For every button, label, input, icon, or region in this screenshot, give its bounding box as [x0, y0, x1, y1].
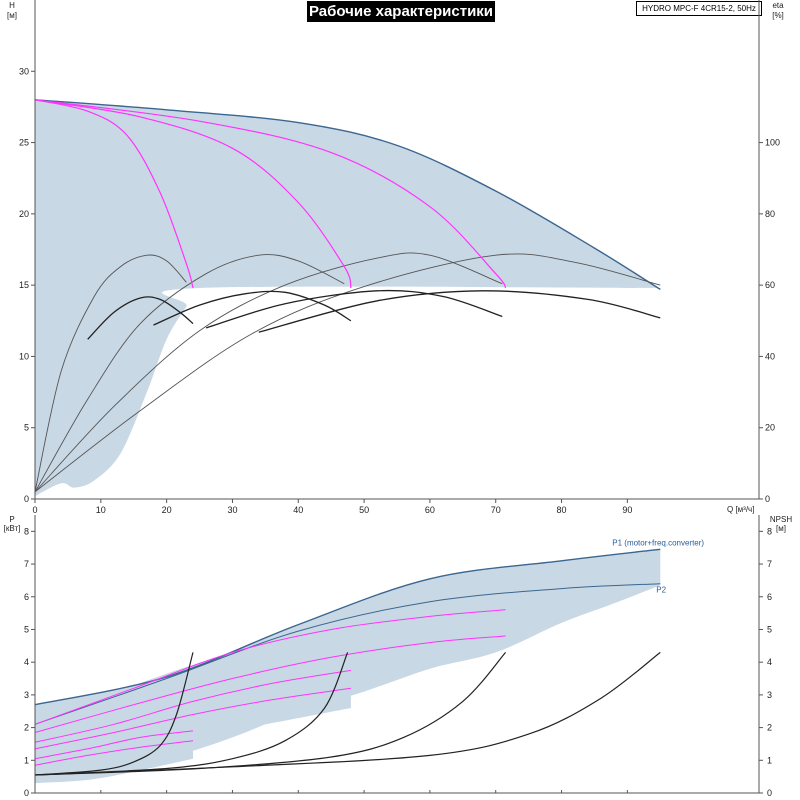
- power-axis-label: P: [9, 515, 14, 524]
- npsh-tick-label: 8: [767, 526, 772, 536]
- npsh-tick-label: 7: [767, 559, 772, 569]
- efficiency-curve-gray-4: [34, 253, 661, 493]
- power-tick-label: 4: [24, 657, 29, 667]
- pump-power-curve-3: [34, 669, 351, 743]
- pump-head-curve-1: [34, 99, 194, 289]
- pump-head-curve-3: [34, 99, 507, 289]
- pump-power-curve-4: [34, 687, 351, 750]
- pump-power-curve-5: [34, 730, 194, 760]
- flow-tick-label: 40: [293, 505, 303, 515]
- flow-tick-label: 60: [425, 505, 435, 515]
- power-axis-unit: [кВт]: [4, 524, 21, 533]
- pump-power-curve-6: [34, 740, 194, 766]
- npsh-tick-label: 4: [767, 657, 772, 667]
- flow-tick-label: 10: [96, 505, 106, 515]
- head-plot: 0 5 10 15 20 25 30 0 20 40 60 80 100 0 10 20 30 40 50 60 70 8…: [7, 0, 784, 515]
- efficiency-curve-dark-2: [153, 290, 352, 326]
- pump-power-curve-2: [34, 635, 506, 733]
- head-tick-label: 10: [19, 351, 29, 361]
- npsh-curve-1: [34, 652, 194, 776]
- efficiency-curve-dark-4: [258, 290, 661, 333]
- flow-tick-label: 0: [32, 505, 37, 515]
- power-tick-label: 8: [24, 526, 29, 536]
- power-series-2: [34, 583, 661, 725]
- efficiency-curve-gray-2: [34, 254, 345, 493]
- power-tick-label: 0: [24, 788, 29, 798]
- npsh-axis-unit: [м]: [776, 524, 786, 533]
- head-tick-label: 30: [19, 66, 29, 76]
- npsh-curve-4: [34, 651, 661, 776]
- npsh-tick-label: 5: [767, 624, 772, 634]
- eta-tick-label: 80: [765, 209, 775, 219]
- power-tick-label: 3: [24, 690, 29, 700]
- npsh-axis-label: NPSH: [770, 515, 792, 524]
- efficiency-curve-gray-3: [34, 252, 503, 493]
- power-tick-label: 2: [24, 723, 29, 733]
- power-tick-label: 6: [24, 592, 29, 602]
- chart-title: Рабочие характеристики: [307, 1, 495, 22]
- eta-tick-label: 20: [765, 423, 775, 433]
- head-tick-label: 5: [24, 423, 29, 433]
- power-tick-label: 1: [24, 755, 29, 765]
- power-band-area-1: [35, 604, 503, 744]
- head-axis-label: H: [9, 1, 15, 10]
- head-axis-unit: [м]: [7, 11, 17, 20]
- eta-axis-unit: [%]: [772, 11, 784, 20]
- npsh-tick-label: 3: [767, 690, 772, 700]
- power-series-1: [34, 548, 661, 706]
- head-tick-label: 0: [24, 494, 29, 504]
- flow-tick-label: 50: [359, 505, 369, 515]
- npsh-tick-label: 1: [767, 755, 772, 765]
- npsh-tick-label: 6: [767, 592, 772, 602]
- series-label-p2: P2: [656, 586, 666, 595]
- efficiency-curve-dark-3: [205, 289, 503, 329]
- flow-axis-label: Q [м³/ч]: [727, 505, 754, 514]
- flow-tick-label: 70: [491, 505, 501, 515]
- flow-tick-label: 30: [227, 505, 237, 515]
- eta-tick-label: 40: [765, 351, 775, 361]
- npsh-tick-label: 0: [767, 788, 772, 798]
- flow-tick-label: 80: [557, 505, 567, 515]
- series-label-p1: P1 (motor+freq.converter): [612, 538, 704, 547]
- head-envelope-area: [35, 99, 661, 497]
- eta-axis-label: eta: [772, 1, 784, 10]
- efficiency-curve-gray-1: [34, 254, 187, 492]
- pump-power-curve-1: [34, 609, 506, 725]
- flow-tick-label: 90: [622, 505, 632, 515]
- eta-tick-label: 60: [765, 280, 775, 290]
- power-tick-label: 7: [24, 559, 29, 569]
- npsh-tick-label: 2: [767, 723, 772, 733]
- head-envelope-max-curve: [34, 99, 661, 290]
- power-plot: P1 (motor+freq.converter) P2 0 1 2 3 4 5 6 7 8 0 1 2 3…: [4, 515, 792, 798]
- head-tick-label: 20: [19, 209, 29, 219]
- eta-tick-label: 0: [765, 494, 770, 504]
- efficiency-curve-dark-1: [87, 296, 194, 340]
- head-tick-label: 25: [19, 138, 29, 148]
- pump-model-label: HYDRO MPC-F 4CR15-2, 50Hz: [636, 1, 762, 16]
- eta-tick-label: 100: [765, 138, 780, 148]
- pump-head-curve-2: [34, 99, 352, 289]
- head-tick-label: 15: [19, 280, 29, 290]
- flow-tick-label: 20: [162, 505, 172, 515]
- power-tick-label: 5: [24, 624, 29, 634]
